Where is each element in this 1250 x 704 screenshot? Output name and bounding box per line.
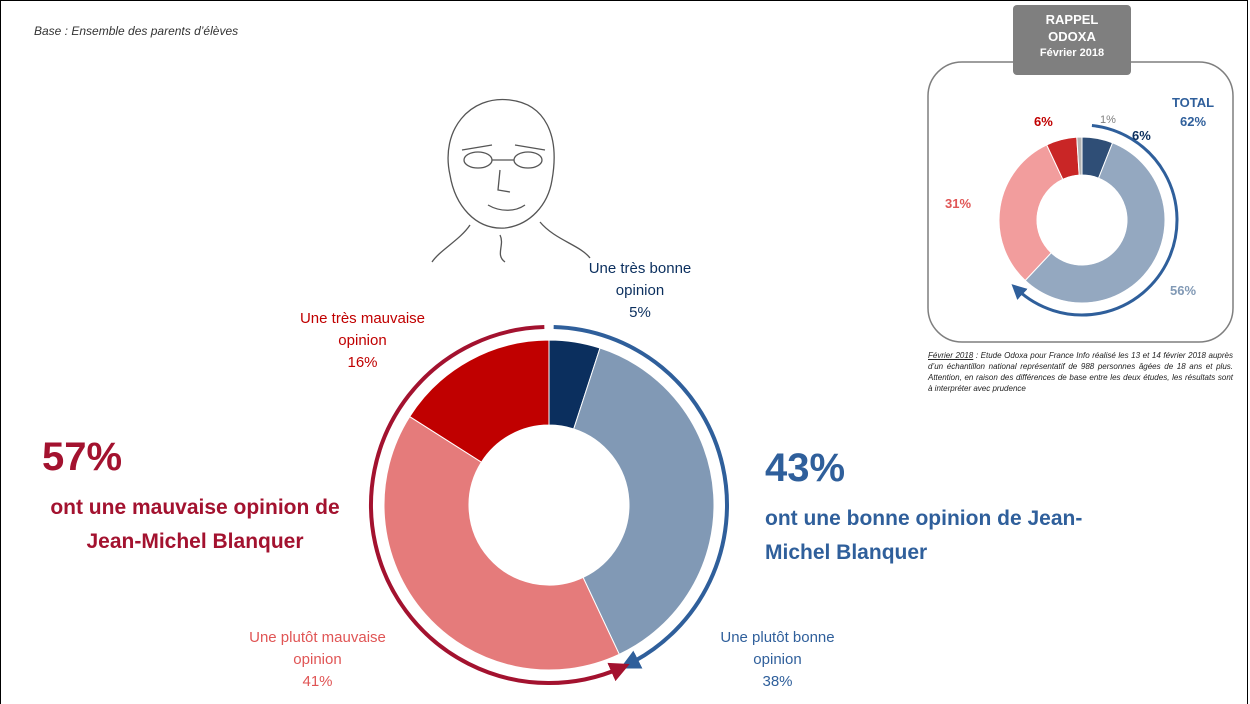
- footnote: Février 2018 : Etude Odoxa pour France I…: [928, 350, 1233, 394]
- total-label: TOTAL: [1171, 95, 1215, 110]
- donut-slice: [383, 415, 620, 671]
- category-label: Une très bonne opinion: [588, 260, 692, 299]
- total-text: ont une bonne opinion de Jean-Michel Bla…: [765, 507, 1083, 564]
- value-label: 6%: [1132, 128, 1151, 143]
- total-annotation: 43% ont une bonne opinion de Jean-Michel …: [765, 444, 1085, 570]
- total-value: 57%: [42, 435, 123, 479]
- base-note: Base : Ensemble des parents d’élèves: [34, 24, 239, 38]
- inset-header: RAPPEL ODOXA Février 2018: [1013, 5, 1131, 75]
- category-label: Une plutôt mauvaise opinion: [249, 629, 386, 668]
- footnote-lead: Février 2018: [928, 351, 974, 360]
- slice-label: Une plutôt mauvaise opinion 41%: [225, 627, 410, 693]
- slice-label: Une plutôt bonne opinion 38%: [700, 627, 855, 693]
- total-value: 43%: [765, 446, 846, 490]
- total-text: ont une mauvaise opinion de Jean-Michel …: [50, 496, 340, 553]
- inset-total: TOTAL 62%: [1168, 93, 1218, 131]
- value-label: 1%: [1100, 114, 1116, 126]
- portrait-sketch: [431, 98, 591, 263]
- value-label: 16%: [347, 354, 378, 371]
- value-label: 41%: [302, 673, 333, 690]
- value-label: 38%: [762, 673, 793, 690]
- donut-slice: [573, 347, 715, 655]
- slice-label: Une très bonne opinion 5%: [565, 258, 715, 324]
- value-label: 31%: [945, 196, 972, 211]
- inset-title: ODOXA: [1048, 29, 1096, 44]
- value-label: 5%: [629, 304, 651, 321]
- value-label: 56%: [1170, 283, 1197, 298]
- donut-slice: [408, 339, 550, 463]
- category-label: Une très mauvaise opinion: [299, 310, 426, 349]
- total-bracket: [553, 325, 729, 669]
- total-bracket: [1011, 124, 1179, 317]
- inset-title: RAPPEL: [1045, 12, 1099, 27]
- category-label: Une plutôt bonne opinion: [720, 629, 835, 668]
- slice-label: Une très mauvaise opinion 16%: [280, 308, 445, 374]
- inset-title: Février 2018: [1039, 47, 1105, 59]
- footnote-text: : Etude Odoxa pour France Info réalisé l…: [928, 351, 1233, 393]
- value-label: 6%: [1034, 114, 1053, 129]
- total-value: 62%: [1179, 114, 1207, 129]
- total-bracket: [369, 325, 630, 685]
- total-annotation: 57% ont une mauvaise opinion de Jean-Mich…: [30, 433, 360, 559]
